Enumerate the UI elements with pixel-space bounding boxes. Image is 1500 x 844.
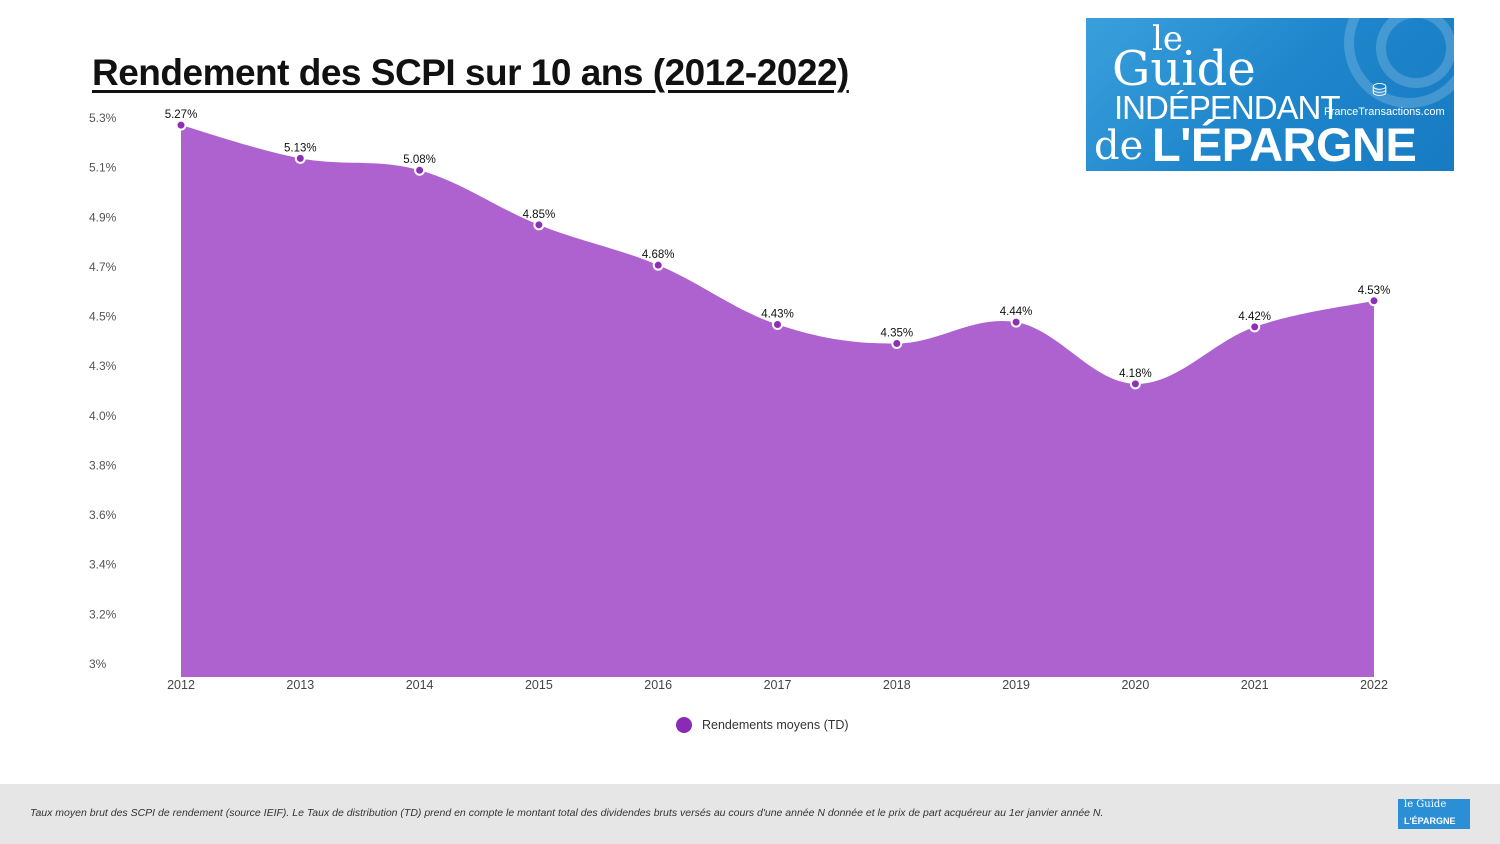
logo-text-guide: Guide: [1112, 41, 1256, 97]
logo-ring-decoration: [1344, 18, 1454, 108]
data-point-marker: [652, 259, 664, 271]
data-label: 4.18%: [1119, 368, 1152, 380]
chart-legend: Rendements moyens (TD): [676, 717, 849, 733]
data-label: 4.43%: [761, 309, 794, 321]
y-tick-label: 4.5%: [89, 310, 117, 324]
data-label: 4.85%: [523, 209, 556, 221]
x-tick-label: 2012: [167, 678, 195, 692]
data-markers: [175, 119, 1380, 390]
y-tick-label: 4.3%: [89, 359, 117, 373]
mini-logo-text-epargne: L'ÉPARGNE: [1404, 816, 1456, 826]
x-tick-label: 2016: [644, 678, 672, 692]
y-tick-label: 4.9%: [89, 210, 117, 224]
x-tick-label: 2015: [525, 678, 553, 692]
data-point-marker: [891, 338, 903, 350]
data-label: 4.68%: [642, 249, 675, 261]
y-axis-ticks: 3% 3.2% 3.4% 3.6% 3.8% 4.0% 4.3% 4.5% 4.7% 4.9% 5.…: [89, 111, 117, 671]
logo-text-de: de: [1094, 123, 1144, 169]
data-label: 5.27%: [165, 109, 198, 121]
logo-text-independant: INDÉPENDANT: [1114, 89, 1341, 126]
x-tick-label: 2017: [764, 678, 792, 692]
mini-logo-text-guide: le Guide: [1404, 799, 1447, 810]
x-tick-label: 2021: [1241, 678, 1269, 692]
data-point-marker: [414, 164, 426, 176]
area-chart: 3% 3.2% 3.4% 3.6% 3.8% 4.0% 4.3% 4.5% 4.7% 4.9% 5.…: [89, 109, 1391, 733]
logo-partner-text: FranceTransactions.com: [1324, 106, 1445, 118]
data-labels: 5.27% 5.13% 5.08% 4.85% 4.68% 4.43% 4.35% 4.44%…: [165, 109, 1391, 380]
y-tick-label: 3.6%: [89, 508, 117, 522]
data-point-marker: [772, 319, 783, 331]
y-tick-label: 3.4%: [89, 558, 117, 572]
data-point-marker: [1129, 378, 1141, 390]
footer-bar: Taux moyen brut des SCPI de rendement (s…: [0, 784, 1500, 844]
chart-area-fill: [181, 125, 1374, 677]
x-tick-label: 2019: [1002, 678, 1030, 692]
data-point-marker: [1368, 295, 1380, 307]
data-point-marker: [175, 119, 187, 131]
mini-logo: le Guide L'ÉPARGNE: [1398, 799, 1470, 829]
x-tick-label: 2020: [1121, 678, 1149, 692]
x-tick-label: 2018: [883, 678, 911, 692]
logo-text-epargne: L'ÉPARGNE: [1152, 118, 1417, 171]
partner-coins-icon: ⛁: [1372, 80, 1388, 100]
y-tick-label: 4.7%: [89, 260, 117, 274]
footer-note: Taux moyen brut des SCPI de rendement (s…: [30, 807, 1104, 819]
data-label: 5.13%: [284, 142, 317, 154]
x-tick-label: 2022: [1360, 678, 1388, 692]
data-label: 4.35%: [880, 328, 913, 340]
legend-dot-icon: [676, 717, 692, 733]
data-label: 4.44%: [1000, 306, 1033, 318]
data-label: 5.08%: [403, 154, 436, 166]
guide-epargne-logo: le Guide INDÉPENDANT de L'ÉPARGNE ⛁ Fran…: [1086, 18, 1454, 171]
x-tick-label: 2013: [286, 678, 314, 692]
chart-title: Rendement des SCPI sur 10 ans (2012-2022…: [92, 52, 849, 93]
y-tick-label: 3%: [89, 657, 107, 671]
legend-label: Rendements moyens (TD): [702, 718, 849, 732]
y-tick-label: 5.1%: [89, 161, 117, 175]
y-tick-label: 3.2%: [89, 607, 117, 621]
data-label: 4.53%: [1358, 285, 1391, 297]
data-point-marker: [1249, 321, 1261, 333]
data-point-marker: [533, 219, 545, 231]
y-tick-label: 4.0%: [89, 409, 117, 423]
x-axis-ticks: 2012 2013 2014 2015 2016 2017 2018 2019 2020 2021…: [167, 678, 1388, 692]
logo-ring-decoration: [1376, 18, 1454, 88]
logo-text-le: le: [1152, 19, 1183, 59]
data-point-marker: [1010, 316, 1022, 328]
x-tick-label: 2014: [406, 678, 434, 692]
data-point-marker: [294, 152, 306, 164]
y-tick-label: 3.8%: [89, 458, 117, 472]
data-label: 4.42%: [1238, 311, 1271, 323]
y-tick-label: 5.3%: [89, 111, 117, 125]
